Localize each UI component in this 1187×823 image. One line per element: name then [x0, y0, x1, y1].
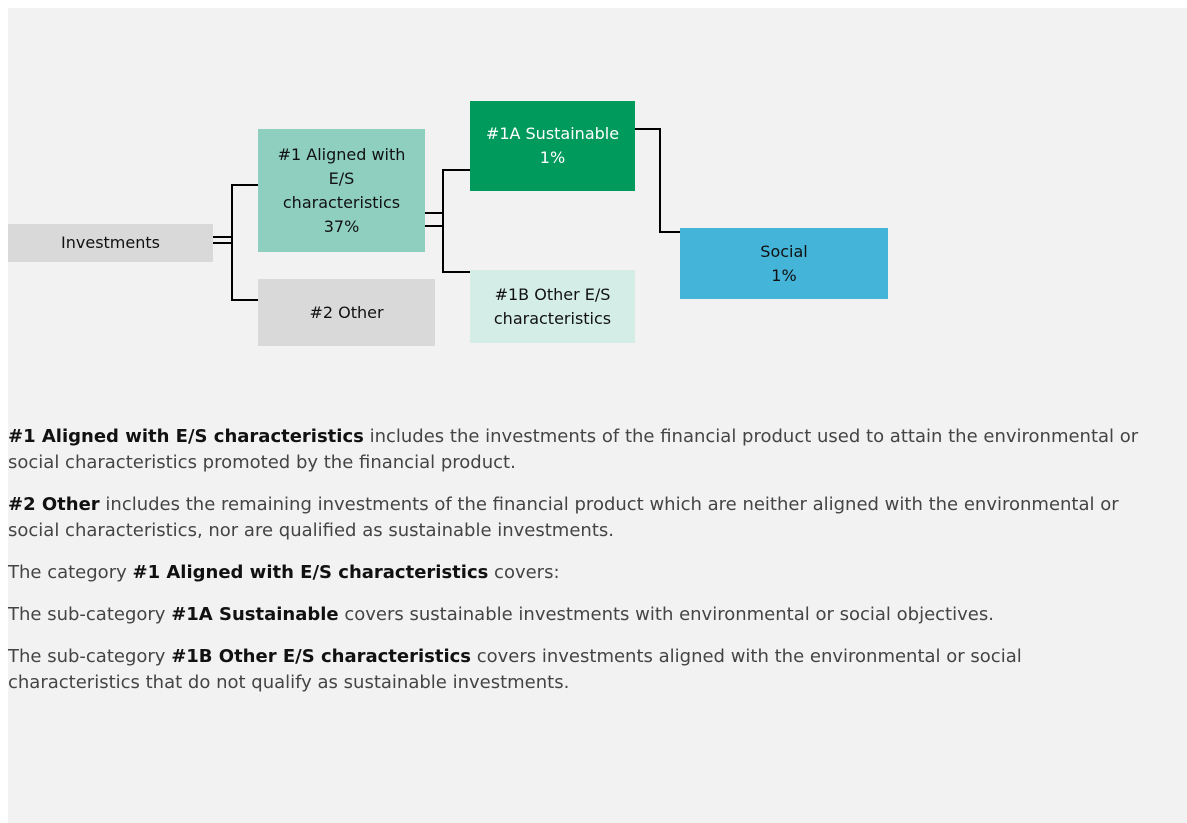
term: #1B Other E/S characteristics: [171, 646, 472, 667]
term: #2 Other: [8, 494, 100, 515]
term: #1 Aligned with E/S characteristics: [8, 426, 364, 447]
text: The sub-category: [8, 646, 172, 667]
node-label: #1B Other E/S: [494, 284, 611, 304]
paragraph: #2 Other includes the remaining investme…: [8, 492, 1158, 544]
node: #1 Aligned with E/S characteristics 37%: [258, 129, 425, 252]
paragraph: The category #1 Aligned with E/S charact…: [8, 560, 1158, 586]
text: The sub-category: [8, 604, 172, 625]
node: Social 1%: [680, 228, 888, 299]
node-label: 37%: [323, 216, 360, 236]
node-label: characteristics: [493, 308, 612, 328]
text: includes the remaining investments of th…: [8, 494, 1119, 541]
text: covers:: [488, 562, 560, 583]
text: covers investments aligned with the envi…: [8, 646, 1022, 693]
node: Investments: [8, 224, 213, 262]
connectors: [213, 128, 680, 301]
paragraph: #1 Aligned with E/S characteristics incl…: [8, 424, 1158, 476]
node-label: 1%: [539, 148, 566, 167]
node-label: #2 Other: [309, 302, 384, 322]
node-label: #1A Sustainable: [485, 124, 620, 143]
term: #1A Sustainable: [171, 604, 339, 625]
node: #1A Sustainable 1%: [470, 101, 635, 191]
description: #1 Aligned with E/S characteristics incl…: [8, 424, 1158, 712]
paragraph: The sub-category #1B Other E/S character…: [8, 644, 1158, 696]
node-label: #1 Aligned with: [277, 144, 406, 164]
node-label: 1%: [771, 265, 797, 285]
paragraph: The sub-category #1A Sustainable covers …: [8, 602, 1158, 628]
node: #2 Other: [258, 279, 435, 346]
text: includes the investments of the financia…: [8, 426, 1139, 473]
node: #1B Other E/S characteristics: [470, 270, 635, 343]
node-label: E/S: [328, 168, 355, 188]
term: #1 Aligned with E/S characteristics: [132, 562, 489, 583]
node-label: Social: [760, 241, 808, 261]
node-label: characteristics: [282, 192, 401, 212]
text: covers sustainable investments with envi…: [338, 604, 994, 625]
node-label: Investments: [61, 233, 160, 252]
text: The category: [8, 562, 133, 583]
